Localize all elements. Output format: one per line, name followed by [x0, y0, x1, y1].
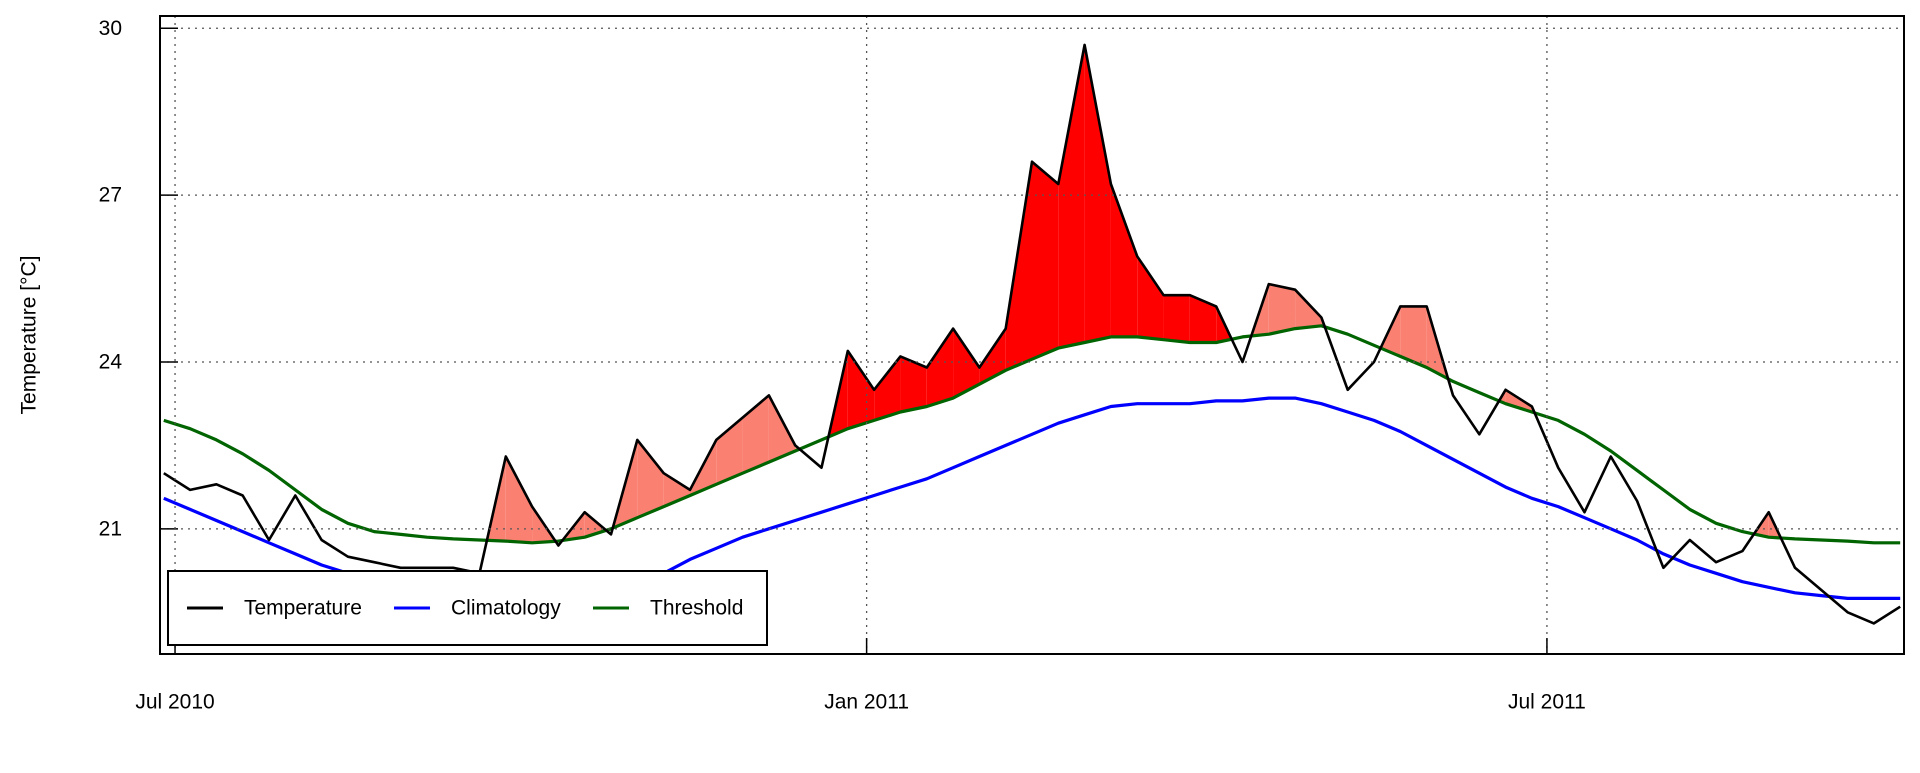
event-fill: [1032, 161, 1059, 360]
legend-box: [167, 570, 768, 646]
event-fill: [1005, 161, 1032, 371]
x-tick-label: Jul 2011: [1508, 691, 1586, 714]
y-tick-label: 30: [99, 17, 122, 40]
y-tick-label: 21: [99, 517, 122, 540]
event-fill: [1295, 289, 1322, 329]
event-fill: [1084, 44, 1111, 343]
y-tick-label: 27: [99, 184, 122, 207]
series-line: [163, 43, 1901, 625]
y-axis-label: Temperature [°C]: [18, 256, 41, 415]
event-fill: [874, 356, 901, 421]
event-fill: [847, 350, 875, 429]
legend-label: Climatology: [451, 597, 561, 620]
event-fill: [926, 328, 954, 407]
event-fill: [1268, 284, 1296, 335]
legend-label: Temperature: [244, 597, 362, 620]
event-fill: [768, 395, 796, 463]
legend-label: Threshold: [650, 597, 743, 620]
plot-area: [163, 43, 1901, 625]
event-fill: [953, 328, 980, 399]
event-fill: [979, 328, 1006, 385]
event-fill: [1163, 295, 1190, 343]
series-line: [163, 324, 1901, 545]
event-fill: [1058, 44, 1085, 349]
y-tick-label: 24: [99, 351, 123, 374]
x-tick-label: Jul 2010: [135, 691, 214, 714]
event-fill: [742, 395, 769, 474]
event-fill: [637, 439, 664, 518]
event-fill: [1110, 183, 1138, 337]
plot-frame: [159, 15, 1905, 655]
event-fill: [900, 356, 927, 413]
event-fill: [1189, 295, 1217, 343]
x-tick-label: Jan 2011: [824, 691, 909, 714]
event-fill: [1137, 256, 1164, 340]
event-fill: [1400, 306, 1427, 368]
event-fill: [505, 456, 533, 543]
